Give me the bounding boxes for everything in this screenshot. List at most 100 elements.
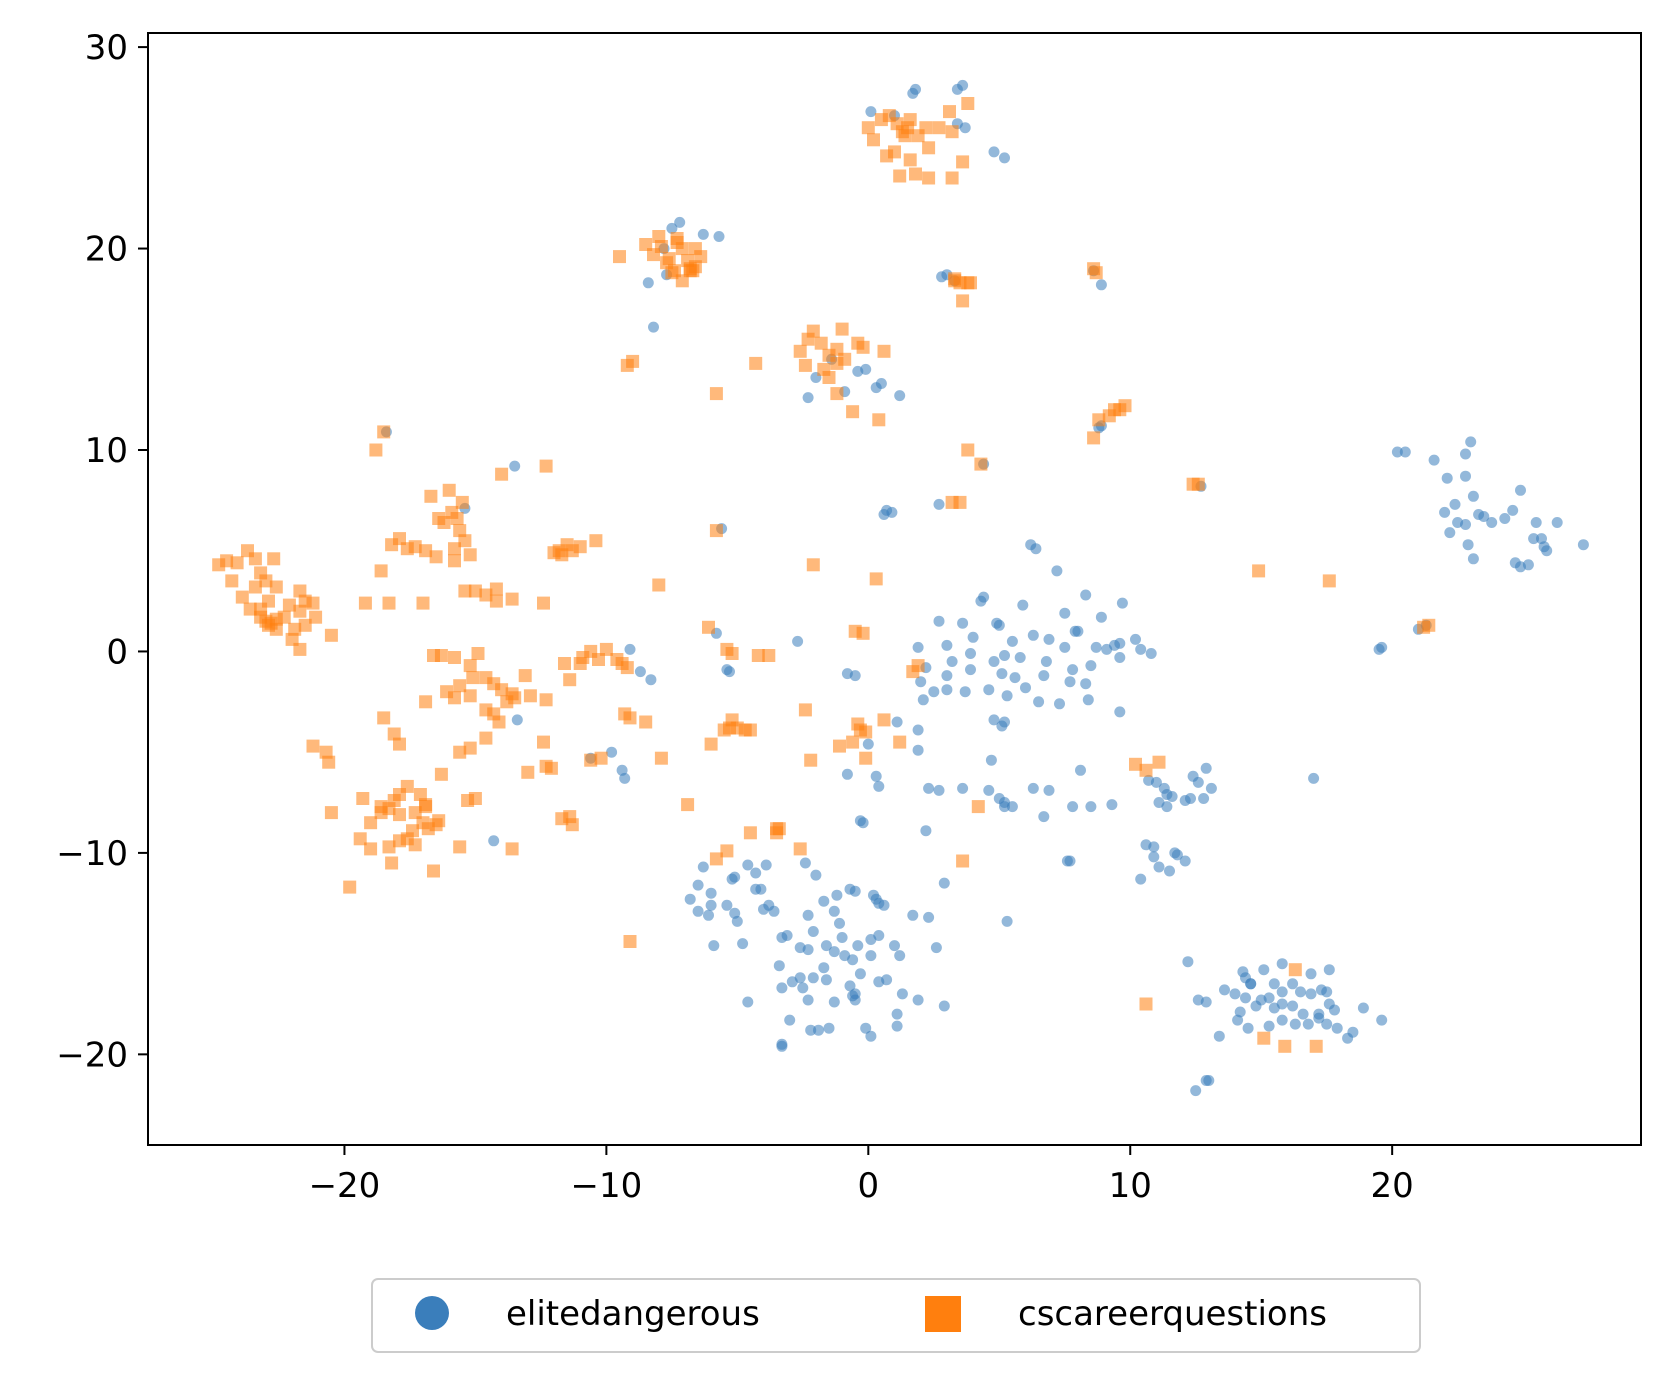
point-elitedangerous-242 — [781, 930, 793, 941]
point-elitedangerous-49 — [1441, 472, 1453, 484]
point-cscareerquestions-100 — [489, 582, 503, 596]
point-elitedangerous-56 — [1478, 511, 1490, 522]
point-elitedangerous-22 — [1095, 279, 1107, 291]
point-elitedangerous-334 — [1347, 1026, 1359, 1038]
point-cscareerquestions-34 — [956, 155, 970, 169]
point-elitedangerous-333 — [1313, 1008, 1325, 1020]
point-cscareerquestions-269 — [709, 852, 723, 866]
point-elitedangerous-156 — [983, 784, 995, 796]
point-cscareerquestions-287 — [911, 659, 925, 673]
point-cscareerquestions-94 — [463, 548, 477, 562]
point-cscareerquestions-258 — [751, 649, 765, 662]
point-cscareerquestions-199 — [521, 765, 535, 779]
point-cscareerquestions-127 — [1108, 403, 1121, 417]
point-elitedangerous-59 — [1515, 484, 1526, 496]
point-cscareerquestions-54 — [806, 324, 820, 338]
point-cscareerquestions-229 — [427, 864, 440, 878]
point-elitedangerous-275 — [828, 996, 840, 1008]
point-elitedangerous-213 — [692, 879, 704, 891]
point-elitedangerous-329 — [1331, 1022, 1343, 1034]
point-elitedangerous-208 — [810, 869, 822, 881]
point-cscareerquestions-276 — [804, 753, 818, 767]
point-elitedangerous-150 — [634, 666, 646, 678]
point-cscareerquestions-33 — [945, 125, 959, 139]
point-elitedangerous-52 — [1467, 490, 1479, 502]
point-cscareerquestions-288 — [859, 725, 873, 739]
point-cscareerquestions-250 — [623, 711, 637, 725]
point-elitedangerous-87 — [1095, 611, 1107, 623]
point-elitedangerous-99 — [912, 641, 924, 653]
point-cscareerquestions-49 — [948, 272, 962, 286]
point-elitedangerous-170 — [1106, 799, 1118, 811]
point-cscareerquestions-61 — [877, 344, 891, 358]
point-elitedangerous-98 — [1145, 648, 1157, 659]
point-cscareerquestions-245 — [620, 661, 634, 675]
point-elitedangerous-274 — [802, 994, 814, 1006]
point-cscareerquestions-247 — [558, 657, 571, 670]
point-elitedangerous-328 — [1321, 1018, 1333, 1030]
point-elitedangerous-162 — [999, 801, 1010, 813]
point-elitedangerous-84 — [1017, 599, 1029, 611]
point-cscareerquestions-259 — [762, 649, 776, 662]
point-cscareerquestions-73 — [709, 387, 723, 401]
point-elitedangerous-89 — [933, 615, 945, 627]
point-cscareerquestions-230 — [385, 856, 399, 870]
point-elitedangerous-226 — [692, 905, 704, 917]
point-elitedangerous-128 — [941, 684, 953, 696]
point-elitedangerous-78 — [1373, 643, 1385, 655]
point-elitedangerous-206 — [760, 859, 772, 871]
point-elitedangerous-134 — [1054, 698, 1065, 710]
point-elitedangerous-320 — [1329, 1004, 1340, 1016]
point-elitedangerous-51 — [1449, 498, 1461, 510]
point-cscareerquestions-195 — [492, 715, 506, 729]
point-cscareerquestions-113 — [537, 596, 550, 610]
point-cscareerquestions-290 — [956, 854, 970, 868]
point-elitedangerous-311 — [1192, 994, 1204, 1006]
point-cscareerquestions-228 — [505, 842, 519, 856]
point-elitedangerous-63 — [1551, 517, 1563, 528]
point-elitedangerous-225 — [684, 893, 696, 905]
point-cscareerquestions-69 — [872, 413, 886, 427]
point-elitedangerous-278 — [912, 994, 924, 1006]
point-cscareerquestions-18 — [665, 266, 679, 280]
point-cscareerquestions-268 — [720, 844, 734, 858]
point-cscareerquestions-183 — [539, 693, 553, 707]
point-elitedangerous-288 — [776, 1038, 788, 1050]
point-elitedangerous-172 — [870, 770, 882, 782]
point-cscareerquestions-95 — [468, 584, 482, 598]
point-elitedangerous-106 — [1090, 641, 1102, 653]
point-elitedangerous-148 — [724, 666, 735, 678]
point-elitedangerous-120 — [941, 670, 953, 682]
point-elitedangerous-340 — [616, 764, 628, 776]
point-elitedangerous-109 — [1135, 643, 1147, 655]
point-cscareerquestions-158 — [298, 618, 312, 632]
point-elitedangerous-217 — [831, 889, 843, 901]
point-elitedangerous-94 — [1072, 625, 1084, 637]
point-elitedangerous-164 — [1038, 811, 1050, 823]
point-cscareerquestions-37 — [922, 171, 936, 185]
point-cscareerquestions-101 — [374, 564, 388, 578]
point-elitedangerous-139 — [999, 716, 1010, 728]
point-elitedangerous-5 — [713, 231, 725, 242]
point-elitedangerous-249 — [889, 940, 900, 952]
point-elitedangerous-117 — [1067, 664, 1079, 676]
point-cscareerquestions-204 — [319, 745, 333, 759]
point-cscareerquestions-80 — [455, 495, 469, 509]
x-tick-label-2: 0 — [857, 1166, 879, 1206]
point-cscareerquestions-11 — [675, 274, 689, 288]
point-cscareerquestions-223 — [408, 838, 422, 852]
point-cscareerquestions-177 — [463, 689, 477, 703]
point-elitedangerous-112 — [965, 648, 976, 659]
point-cscareerquestions-96 — [458, 584, 472, 598]
legend-marker-cscareerquestions — [925, 1296, 961, 1332]
point-elitedangerous-298 — [1219, 984, 1230, 996]
point-cscareerquestions-160 — [293, 642, 307, 656]
point-elitedangerous-186 — [1161, 801, 1173, 813]
point-elitedangerous-197 — [1153, 861, 1165, 873]
point-elitedangerous-199 — [1179, 855, 1191, 867]
point-cscareerquestions-42 — [867, 133, 880, 147]
point-cscareerquestions-292 — [1139, 763, 1153, 777]
point-cscareerquestions-71 — [620, 358, 634, 372]
point-elitedangerous-309 — [1321, 986, 1333, 998]
